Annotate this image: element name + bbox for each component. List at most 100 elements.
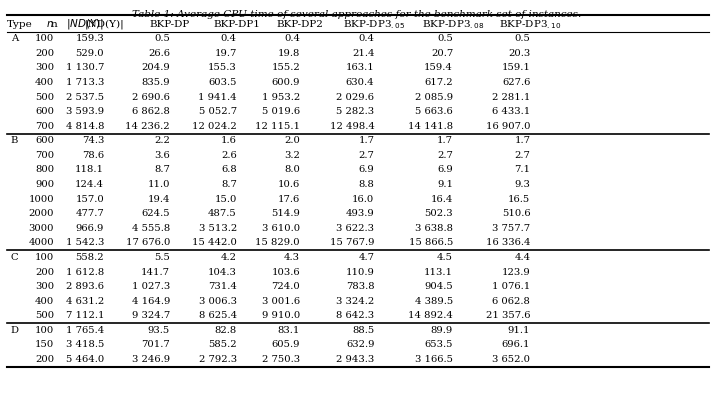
Text: 1 941.4: 1 941.4 — [198, 93, 237, 102]
Text: 783.8: 783.8 — [346, 282, 374, 291]
Text: 700: 700 — [35, 151, 54, 160]
Text: BKP-DP3$_{.10}$: BKP-DP3$_{.10}$ — [499, 18, 562, 31]
Text: 3.2: 3.2 — [284, 151, 300, 160]
Text: 19.7: 19.7 — [215, 49, 237, 58]
Text: 11.0: 11.0 — [148, 180, 170, 189]
Text: 558.2: 558.2 — [76, 253, 104, 262]
Text: 15.0: 15.0 — [215, 195, 237, 204]
Text: 4000: 4000 — [29, 238, 54, 247]
Text: 16 336.4: 16 336.4 — [486, 238, 530, 247]
Text: 600: 600 — [35, 136, 54, 145]
Text: 4 555.8: 4 555.8 — [132, 224, 170, 233]
Text: 4 631.2: 4 631.2 — [66, 297, 104, 306]
Text: 3 418.5: 3 418.5 — [66, 341, 104, 349]
Text: 0.4: 0.4 — [284, 34, 300, 43]
Text: 4 389.5: 4 389.5 — [415, 297, 453, 306]
Text: 74.3: 74.3 — [82, 136, 104, 145]
Text: 493.9: 493.9 — [346, 209, 374, 218]
Text: 17 676.0: 17 676.0 — [125, 238, 170, 247]
Text: B: B — [11, 136, 18, 145]
Text: 8 625.4: 8 625.4 — [199, 311, 237, 320]
Text: 15 767.9: 15 767.9 — [330, 238, 374, 247]
Text: 159.4: 159.4 — [424, 63, 453, 72]
Text: 163.1: 163.1 — [346, 63, 374, 72]
Text: 2 893.6: 2 893.6 — [66, 282, 104, 291]
Text: BKP-DP3$_{.05}$: BKP-DP3$_{.05}$ — [344, 18, 406, 31]
Text: 3 610.0: 3 610.0 — [262, 224, 300, 233]
Text: 14 892.4: 14 892.4 — [409, 311, 453, 320]
Text: BKP-DP2: BKP-DP2 — [277, 20, 324, 29]
Text: 15 442.0: 15 442.0 — [192, 238, 237, 247]
Text: 1 612.8: 1 612.8 — [66, 267, 104, 276]
Text: 204.9: 204.9 — [141, 63, 170, 72]
Text: 17.6: 17.6 — [278, 195, 300, 204]
Text: 653.5: 653.5 — [425, 341, 453, 349]
Text: 630.4: 630.4 — [346, 78, 374, 87]
Text: 2 690.6: 2 690.6 — [132, 93, 170, 102]
Text: 8.0: 8.0 — [284, 166, 300, 175]
Text: 4.5: 4.5 — [437, 253, 453, 262]
Text: 157.0: 157.0 — [76, 195, 104, 204]
Text: 4.3: 4.3 — [284, 253, 300, 262]
Text: 700: 700 — [35, 122, 54, 131]
Text: 2 537.5: 2 537.5 — [66, 93, 104, 102]
Text: 118.1: 118.1 — [75, 166, 104, 175]
Text: 487.5: 487.5 — [208, 209, 237, 218]
Text: 123.9: 123.9 — [502, 267, 530, 276]
Text: 8 642.3: 8 642.3 — [337, 311, 374, 320]
Text: 200: 200 — [35, 267, 54, 276]
Text: 835.9: 835.9 — [141, 78, 170, 87]
Text: 10.6: 10.6 — [278, 180, 300, 189]
Text: 6 862.8: 6 862.8 — [132, 107, 170, 116]
Text: 1 542.3: 1 542.3 — [66, 238, 104, 247]
Text: 14 141.8: 14 141.8 — [408, 122, 453, 131]
Text: 477.7: 477.7 — [76, 209, 104, 218]
Text: 731.4: 731.4 — [208, 282, 237, 291]
Text: 300: 300 — [35, 63, 54, 72]
Text: $|ND(Y)|$: $|ND(Y)|$ — [66, 17, 104, 31]
Text: 1.7: 1.7 — [437, 136, 453, 145]
Text: |ND(Y)|: |ND(Y)| — [84, 19, 124, 29]
Text: 3.6: 3.6 — [154, 151, 170, 160]
Text: 632.9: 632.9 — [346, 341, 374, 349]
Text: 2.7: 2.7 — [515, 151, 530, 160]
Text: 78.6: 78.6 — [82, 151, 104, 160]
Text: 3 593.9: 3 593.9 — [66, 107, 104, 116]
Text: 21.4: 21.4 — [352, 49, 374, 58]
Text: 91.1: 91.1 — [508, 326, 530, 335]
Text: Type: Type — [7, 20, 33, 29]
Text: 3 513.2: 3 513.2 — [198, 224, 237, 233]
Text: 1 713.3: 1 713.3 — [66, 78, 104, 87]
Text: 4.2: 4.2 — [221, 253, 237, 262]
Text: 8.7: 8.7 — [154, 166, 170, 175]
Text: BKP-DP3$_{.08}$: BKP-DP3$_{.08}$ — [422, 18, 484, 31]
Text: 514.9: 514.9 — [271, 209, 300, 218]
Text: 103.6: 103.6 — [272, 267, 300, 276]
Text: 88.5: 88.5 — [352, 326, 374, 335]
Text: 1000: 1000 — [29, 195, 54, 204]
Text: 5 019.6: 5 019.6 — [262, 107, 300, 116]
Text: 4.7: 4.7 — [359, 253, 374, 262]
Text: 0.4: 0.4 — [359, 34, 374, 43]
Text: 9.1: 9.1 — [437, 180, 453, 189]
Text: 150: 150 — [35, 341, 54, 349]
Text: 800: 800 — [35, 166, 54, 175]
Text: 200: 200 — [35, 49, 54, 58]
Text: 300: 300 — [35, 282, 54, 291]
Text: 104.3: 104.3 — [208, 267, 237, 276]
Text: 627.6: 627.6 — [502, 78, 530, 87]
Text: 110.9: 110.9 — [346, 267, 374, 276]
Text: 2 792.3: 2 792.3 — [199, 355, 237, 364]
Text: 155.3: 155.3 — [208, 63, 237, 72]
Text: 510.6: 510.6 — [502, 209, 530, 218]
Text: 6 062.8: 6 062.8 — [493, 297, 530, 306]
Text: 141.7: 141.7 — [141, 267, 170, 276]
Text: 159.1: 159.1 — [501, 63, 530, 72]
Text: 2.7: 2.7 — [437, 151, 453, 160]
Text: 701.7: 701.7 — [141, 341, 170, 349]
Text: 7.1: 7.1 — [514, 166, 530, 175]
Text: C: C — [11, 253, 19, 262]
Text: 2 943.3: 2 943.3 — [337, 355, 374, 364]
Text: 12 115.1: 12 115.1 — [255, 122, 300, 131]
Text: 2.6: 2.6 — [221, 151, 237, 160]
